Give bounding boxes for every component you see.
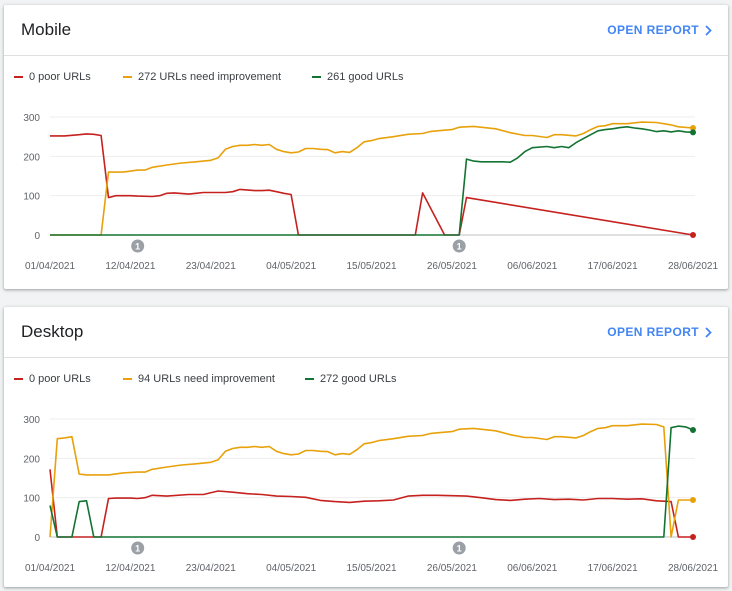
y-tick-label: 100 <box>23 192 40 203</box>
x-tick-label: 01/04/2021 <box>25 261 75 272</box>
series-end-point <box>690 497 696 504</box>
series-line <box>50 121 694 236</box>
annotation-circle <box>131 541 145 555</box>
y-tick-label: 0 <box>34 231 40 242</box>
annotation-label: 1 <box>135 242 140 252</box>
legend-label: 272 good URLs <box>320 373 397 385</box>
mobile-card-title: Mobile <box>21 20 72 39</box>
desktop-card-header: Desktop OPEN REPORT <box>4 307 728 358</box>
x-tick-label: 01/04/2021 <box>25 563 75 574</box>
x-tick-label: 28/06/2021 <box>668 563 718 574</box>
mobile-card: Mobile OPEN REPORT 0 poor URLs 272 URLs … <box>4 5 728 289</box>
legend-swatch <box>305 378 314 380</box>
x-tick-label: 17/06/2021 <box>588 563 638 574</box>
legend-item-good[interactable]: 261 good URLs <box>312 71 403 83</box>
legend-swatch <box>123 378 132 380</box>
series-line <box>50 125 694 236</box>
series-end-point <box>690 534 696 540</box>
legend-item-poor[interactable]: 0 poor URLs <box>14 373 91 385</box>
series-end-point <box>690 427 696 434</box>
series-end-point <box>690 232 696 238</box>
x-tick-label: 12/04/2021 <box>105 261 155 272</box>
legend-label: 272 URLs need improvement <box>138 71 282 83</box>
legend-label: 0 poor URLs <box>29 71 91 83</box>
desktop-open-report-button[interactable]: OPEN REPORT <box>607 325 712 339</box>
desktop-card: Desktop OPEN REPORT 0 poor URLs 94 URLs … <box>4 307 728 587</box>
series-line <box>49 469 693 538</box>
mobile-card-header: Mobile OPEN REPORT <box>4 5 728 56</box>
y-tick-label: 300 <box>23 415 40 426</box>
x-tick-label: 06/06/2021 <box>507 261 557 272</box>
annotation-marker[interactable]: 1 <box>131 541 145 555</box>
series-end-point <box>690 129 696 136</box>
annotation-label: 1 <box>457 242 462 252</box>
x-tick-label: 17/06/2021 <box>588 261 638 272</box>
legend-item-good[interactable]: 272 good URLs <box>305 373 396 385</box>
mobile-open-report-button[interactable]: OPEN REPORT <box>607 23 712 37</box>
x-tick-label: 04/05/2021 <box>266 563 316 574</box>
annotation-label: 1 <box>135 544 140 554</box>
y-tick-label: 100 <box>23 494 40 505</box>
desktop-chart: 0 100 200 300 01/04/2021 12/04/2021 23/04/2021… <box>23 415 718 574</box>
annotation-circle <box>131 239 145 253</box>
series-line <box>50 133 694 236</box>
x-tick-label: 12/04/2021 <box>105 563 155 574</box>
legend-item-poor[interactable]: 0 poor URLs <box>14 71 91 83</box>
chevron-right-icon <box>705 326 712 338</box>
y-tick-label: 0 <box>34 533 40 544</box>
legend-item-need-improvement[interactable]: 94 URLs need improvement <box>123 373 275 385</box>
annotation-circle <box>452 239 466 253</box>
legend-swatch <box>14 378 23 380</box>
series-line <box>49 425 694 538</box>
x-tick-label: 26/05/2021 <box>427 563 477 574</box>
x-tick-label: 06/06/2021 <box>507 563 557 574</box>
legend-label: 0 poor URLs <box>29 373 91 385</box>
legend-item-need-improvement[interactable]: 272 URLs need improvement <box>123 71 281 83</box>
y-tick-label: 200 <box>23 152 40 163</box>
x-tick-label: 23/04/2021 <box>186 261 236 272</box>
legend-swatch <box>14 76 23 78</box>
chevron-right-icon <box>705 24 712 36</box>
series-line <box>49 423 693 538</box>
y-tick-label: 200 <box>23 454 40 465</box>
annotation-label: 1 <box>457 544 462 554</box>
series-end-point <box>690 125 696 132</box>
x-tick-label: 26/05/2021 <box>427 261 477 272</box>
annotation-marker[interactable]: 1 <box>452 541 466 555</box>
annotation-marker[interactable]: 1 <box>452 239 466 253</box>
open-report-label: OPEN REPORT <box>607 23 699 37</box>
x-tick-label: 04/05/2021 <box>266 261 316 272</box>
annotation-marker[interactable]: 1 <box>131 239 145 253</box>
y-tick-label: 300 <box>23 113 40 124</box>
mobile-chart: 0 100 200 300 01/04/2021 12/04/2021 23/04/2021… <box>23 113 718 272</box>
annotation-circle <box>452 541 466 555</box>
legend-label: 261 good URLs <box>327 71 404 83</box>
legend-swatch <box>312 76 321 78</box>
open-report-label: OPEN REPORT <box>607 325 699 339</box>
desktop-card-title: Desktop <box>21 322 84 341</box>
x-tick-label: 15/05/2021 <box>346 563 396 574</box>
x-tick-label: 23/04/2021 <box>186 563 236 574</box>
legend-swatch <box>123 76 132 78</box>
legend-label: 94 URLs need improvement <box>138 373 275 385</box>
x-tick-label: 15/05/2021 <box>346 261 396 272</box>
x-tick-label: 28/06/2021 <box>668 261 718 272</box>
